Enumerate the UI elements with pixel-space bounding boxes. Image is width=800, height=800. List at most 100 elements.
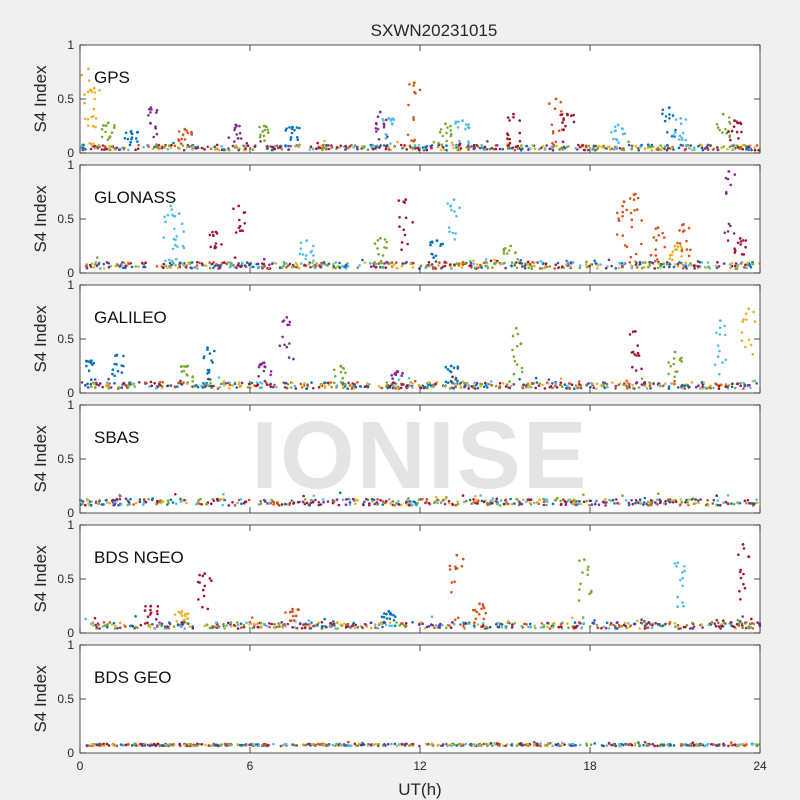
data-point — [658, 501, 662, 505]
data-point — [560, 625, 563, 629]
data-point — [116, 627, 119, 630]
data-point — [134, 148, 137, 152]
data-point — [456, 616, 460, 620]
data-point — [659, 262, 663, 266]
data-point — [208, 744, 212, 748]
data-point — [102, 621, 106, 624]
data-point — [727, 744, 730, 748]
data-point — [213, 245, 217, 248]
data-point — [685, 623, 689, 627]
data-point — [518, 139, 522, 143]
data-point — [284, 611, 287, 614]
data-point — [490, 380, 493, 383]
data-point — [547, 382, 550, 385]
data-point — [400, 622, 404, 625]
data-point — [166, 213, 170, 217]
data-point — [543, 266, 547, 270]
data-point — [730, 261, 734, 265]
data-point — [245, 142, 249, 145]
data-point — [125, 743, 128, 747]
data-point — [611, 381, 614, 384]
data-point — [640, 383, 644, 386]
data-point — [343, 744, 346, 747]
data-point — [341, 367, 345, 370]
data-point — [521, 265, 524, 268]
data-point — [92, 107, 96, 111]
data-point — [119, 503, 123, 507]
data-point — [736, 263, 740, 267]
data-point — [673, 375, 676, 379]
data-point — [656, 146, 660, 150]
data-point — [568, 498, 572, 502]
data-point — [547, 378, 551, 381]
data-point — [752, 310, 755, 314]
data-point — [227, 148, 231, 152]
data-point — [373, 261, 377, 264]
data-point — [650, 149, 654, 152]
y-tick-label: 0.5 — [57, 212, 74, 226]
data-point — [102, 267, 106, 270]
data-point — [257, 365, 261, 369]
data-point — [94, 125, 97, 129]
data-point — [445, 131, 448, 135]
data-point — [285, 742, 288, 746]
data-point — [343, 265, 346, 269]
data-point — [369, 265, 373, 269]
data-point — [744, 345, 747, 349]
data-point — [268, 263, 271, 267]
data-point — [702, 381, 706, 384]
y-tick-label: 0 — [67, 506, 74, 520]
data-point — [90, 143, 94, 147]
data-point — [161, 381, 165, 384]
data-point — [283, 386, 287, 389]
data-point — [634, 501, 637, 505]
data-point — [628, 742, 632, 746]
data-point — [208, 233, 212, 237]
data-point — [385, 145, 388, 148]
data-point — [633, 192, 637, 196]
data-point — [177, 381, 180, 385]
data-point — [255, 381, 259, 385]
data-point — [628, 197, 632, 200]
data-point — [376, 498, 379, 501]
data-point — [413, 144, 417, 147]
data-point — [269, 370, 273, 373]
data-point — [632, 386, 635, 390]
data-point — [507, 249, 511, 252]
data-point — [733, 386, 737, 390]
data-point — [568, 387, 571, 391]
data-point — [727, 170, 731, 173]
data-point — [97, 502, 101, 506]
data-point — [654, 248, 657, 251]
data-point — [94, 261, 98, 264]
data-point — [550, 123, 554, 127]
data-point — [462, 624, 465, 628]
data-point — [551, 744, 554, 748]
data-point — [473, 608, 477, 612]
data-point — [369, 744, 373, 747]
data-point — [152, 742, 156, 746]
data-point — [730, 385, 734, 389]
data-point — [233, 140, 236, 143]
data-point — [272, 503, 275, 506]
data-point — [271, 148, 274, 152]
data-point — [502, 502, 506, 506]
data-point — [325, 144, 329, 147]
data-point — [347, 740, 350, 744]
data-point — [726, 385, 729, 389]
data-point — [86, 498, 90, 502]
data-point — [515, 744, 519, 747]
data-point — [196, 385, 200, 389]
data-point — [216, 387, 220, 390]
data-point — [459, 386, 463, 390]
data-point — [134, 137, 138, 140]
data-point — [294, 744, 298, 747]
data-point — [750, 622, 754, 625]
data-point — [668, 263, 672, 266]
data-point — [381, 503, 385, 506]
data-point — [460, 266, 464, 269]
data-point — [149, 604, 153, 608]
data-point — [327, 381, 330, 385]
